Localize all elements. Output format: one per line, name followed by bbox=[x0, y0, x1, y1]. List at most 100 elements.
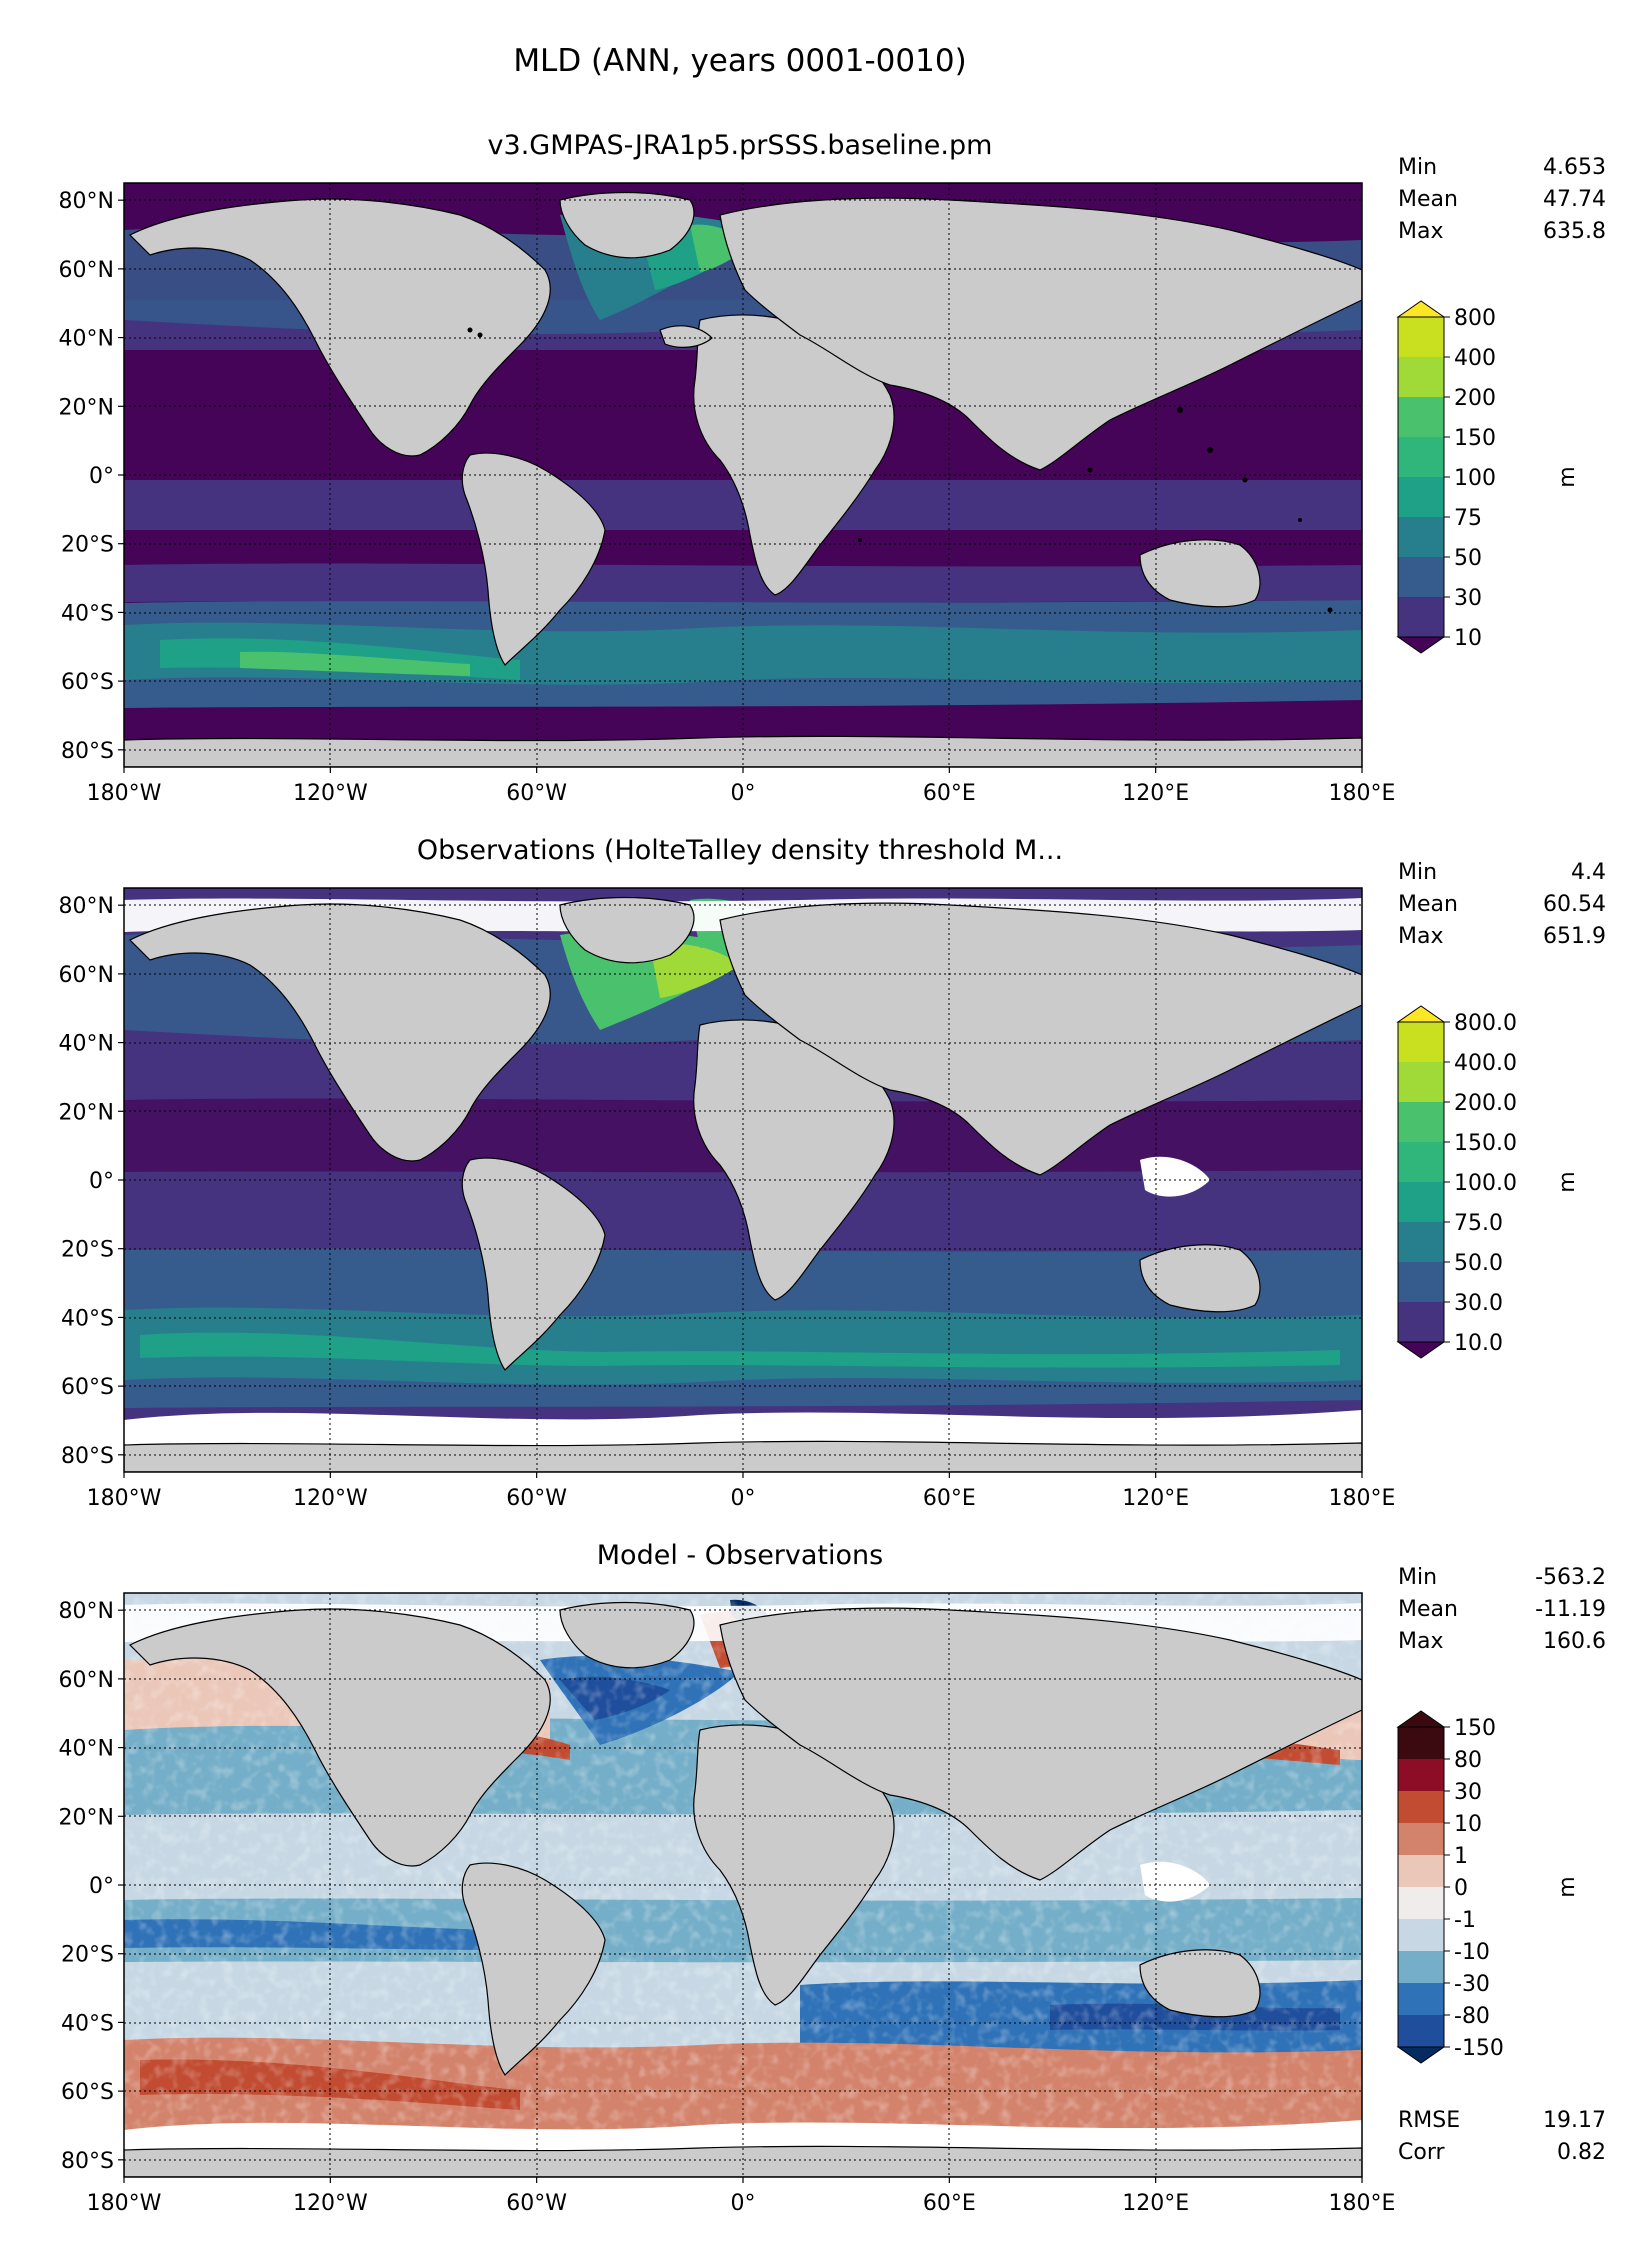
colorbar-segment bbox=[1398, 477, 1444, 517]
lat-tick-label: 40°S bbox=[61, 1306, 114, 1331]
colorbar-segment bbox=[1398, 597, 1444, 637]
lat-tick-label: 20°N bbox=[59, 1805, 114, 1830]
lon-tick-label: 120°E bbox=[1122, 2191, 1189, 2216]
lat-tick-label: 0° bbox=[89, 1169, 114, 1194]
lat-tick-label: 80°N bbox=[59, 894, 114, 919]
stat-value: -11.19 bbox=[1535, 1597, 1606, 1622]
lat-tick-label: 60°N bbox=[59, 963, 114, 988]
stat-label: Mean bbox=[1398, 892, 1458, 917]
map-field bbox=[124, 1593, 1362, 2177]
ocean-band bbox=[140, 1332, 1340, 1368]
stat-value: 635.8 bbox=[1543, 219, 1606, 244]
lat-tick-label: 40°N bbox=[59, 327, 114, 352]
lon-ticks: 180°W 120°W 60°W 0° 60°E 120°E 180°E bbox=[87, 1472, 1396, 1511]
colorbar-tick-label: 400.0 bbox=[1454, 1051, 1517, 1076]
panel-title: v3.GMPAS-JRA1p5.prSSS.baseline.pm bbox=[488, 130, 993, 161]
stat-label: Min bbox=[1398, 860, 1437, 885]
lat-tick-label: 0° bbox=[89, 464, 114, 489]
colorbar-tick-label: 400 bbox=[1454, 346, 1496, 371]
map-field bbox=[124, 888, 1362, 1472]
figure-title: MLD (ANN, years 0001-0010) bbox=[513, 43, 966, 79]
lon-tick-label: 180°E bbox=[1329, 1486, 1396, 1511]
colorbar-segment bbox=[1398, 2015, 1444, 2047]
colorbar-tick-label: 150 bbox=[1454, 1716, 1496, 1741]
colorbar-segment bbox=[1398, 1823, 1444, 1855]
colorbar-segment bbox=[1398, 1022, 1444, 1062]
colorbar-tick-label: 1 bbox=[1454, 1844, 1468, 1869]
colorbar-extend-min bbox=[1396, 1341, 1446, 1359]
colorbar-segment bbox=[1398, 1182, 1444, 1222]
colorbar-tick-label: 75.0 bbox=[1454, 1211, 1503, 1236]
stat-value: 160.6 bbox=[1543, 1629, 1606, 1654]
lon-tick-label: 60°E bbox=[923, 2191, 976, 2216]
lon-tick-label: 60°E bbox=[923, 781, 976, 806]
lon-tick-label: 0° bbox=[731, 2191, 756, 2216]
colorbar-segment bbox=[1398, 437, 1444, 477]
stat-value: 19.17 bbox=[1543, 2108, 1606, 2133]
lon-tick-label: 180°W bbox=[87, 781, 162, 806]
stat-value: 4.653 bbox=[1543, 155, 1606, 180]
lon-tick-label: 60°W bbox=[506, 2191, 567, 2216]
colorbar-tick-label: 200 bbox=[1454, 386, 1496, 411]
lon-tick-label: 180°E bbox=[1329, 2191, 1396, 2216]
lon-tick-label: 60°E bbox=[923, 1486, 976, 1511]
lon-tick-label: 60°W bbox=[506, 781, 567, 806]
lon-ticks: 180°W 120°W 60°W 0° 60°E 120°E 180°E bbox=[87, 767, 1395, 806]
colorbar-segment bbox=[1398, 1302, 1444, 1342]
colorbar-tick-label: 50.0 bbox=[1454, 1251, 1503, 1276]
stat-value: 0.82 bbox=[1557, 2140, 1606, 2165]
lat-tick-label: 80°S bbox=[61, 739, 114, 764]
colorbar-extend-max bbox=[1396, 1710, 1446, 1728]
stat-label: Max bbox=[1398, 924, 1443, 949]
stat-label: Corr bbox=[1398, 2140, 1445, 2165]
colorbar-tick-label: 100.0 bbox=[1454, 1171, 1517, 1196]
colorbar-extend-min bbox=[1396, 636, 1446, 654]
colorbar-tick-label: -1 bbox=[1454, 1908, 1476, 1933]
lat-tick-label: 20°N bbox=[59, 395, 114, 420]
colorbar-tick-label: 150 bbox=[1454, 426, 1496, 451]
colorbar-segment bbox=[1398, 357, 1444, 397]
colorbar-tick-label: 0 bbox=[1454, 1876, 1468, 1901]
colorbar-segment bbox=[1398, 1727, 1444, 1759]
stats-block: Min 4.4 Mean 60.54 Max 651.9 bbox=[1398, 860, 1606, 949]
lon-tick-label: 120°W bbox=[293, 1486, 368, 1511]
map-field bbox=[124, 183, 1362, 767]
stat-label: Max bbox=[1398, 219, 1443, 244]
colorbar-unit-label: m bbox=[1555, 1171, 1580, 1192]
extra-stats-block: RMSE 19.17 Corr 0.82 bbox=[1398, 2108, 1606, 2165]
lat-tick-label: 0° bbox=[89, 1874, 114, 1899]
colorbar-tick-label: -10 bbox=[1454, 1940, 1490, 1965]
lat-tick-label: 20°S bbox=[61, 533, 114, 558]
stats-block: Min 4.653 Mean 47.74 Max 635.8 bbox=[1398, 155, 1606, 244]
colorbar-tick-label: -30 bbox=[1454, 1972, 1490, 1997]
colorbar-tick-label: 10 bbox=[1454, 626, 1482, 651]
colorbar-tick-label: 75 bbox=[1454, 506, 1482, 531]
colorbar-tick-label: 100 bbox=[1454, 466, 1496, 491]
lat-ticks: 80°N 60°N 40°N 20°N 0° 20°S 40°S 60°S 80°S bbox=[59, 894, 124, 1469]
colorbar: 10 30 50 75 100 150 200 400 800 m bbox=[1396, 300, 1580, 654]
stat-label: Max bbox=[1398, 1629, 1443, 1654]
stat-value: 60.54 bbox=[1543, 892, 1606, 917]
colorbar-segment bbox=[1398, 1142, 1444, 1182]
lat-tick-label: 40°N bbox=[59, 1737, 114, 1762]
colorbar-tick-label: 10.0 bbox=[1454, 1331, 1503, 1356]
lat-tick-label: 40°N bbox=[59, 1032, 114, 1057]
colorbar-tick-label: 30 bbox=[1454, 586, 1482, 611]
lat-ticks: 80°N 60°N 40°N 20°N 0° 20°S 40°S 60°S 80°S bbox=[59, 189, 124, 764]
lon-ticks: 180°W 120°W 60°W 0° 60°E 120°E 180°E bbox=[87, 2177, 1396, 2216]
lat-tick-label: 40°S bbox=[61, 2011, 114, 2036]
colorbar-segment bbox=[1398, 397, 1444, 437]
colorbar-segment bbox=[1398, 517, 1444, 557]
colorbar-extend-max bbox=[1396, 300, 1446, 318]
stat-label: RMSE bbox=[1398, 2108, 1460, 2133]
stat-label: Mean bbox=[1398, 1597, 1458, 1622]
land bbox=[124, 1601, 1362, 2177]
colorbar-unit-label: m bbox=[1555, 1876, 1580, 1897]
panel-model: v3.GMPAS-JRA1p5.prSSS.baseline.pm bbox=[59, 130, 1606, 806]
colorbar-segment bbox=[1398, 557, 1444, 597]
lat-ticks: 80°N 60°N 40°N 20°N 0° 20°S 40°S 60°S 80°S bbox=[59, 1599, 124, 2174]
lat-tick-label: 60°N bbox=[59, 258, 114, 283]
colorbar-segment bbox=[1398, 1262, 1444, 1302]
